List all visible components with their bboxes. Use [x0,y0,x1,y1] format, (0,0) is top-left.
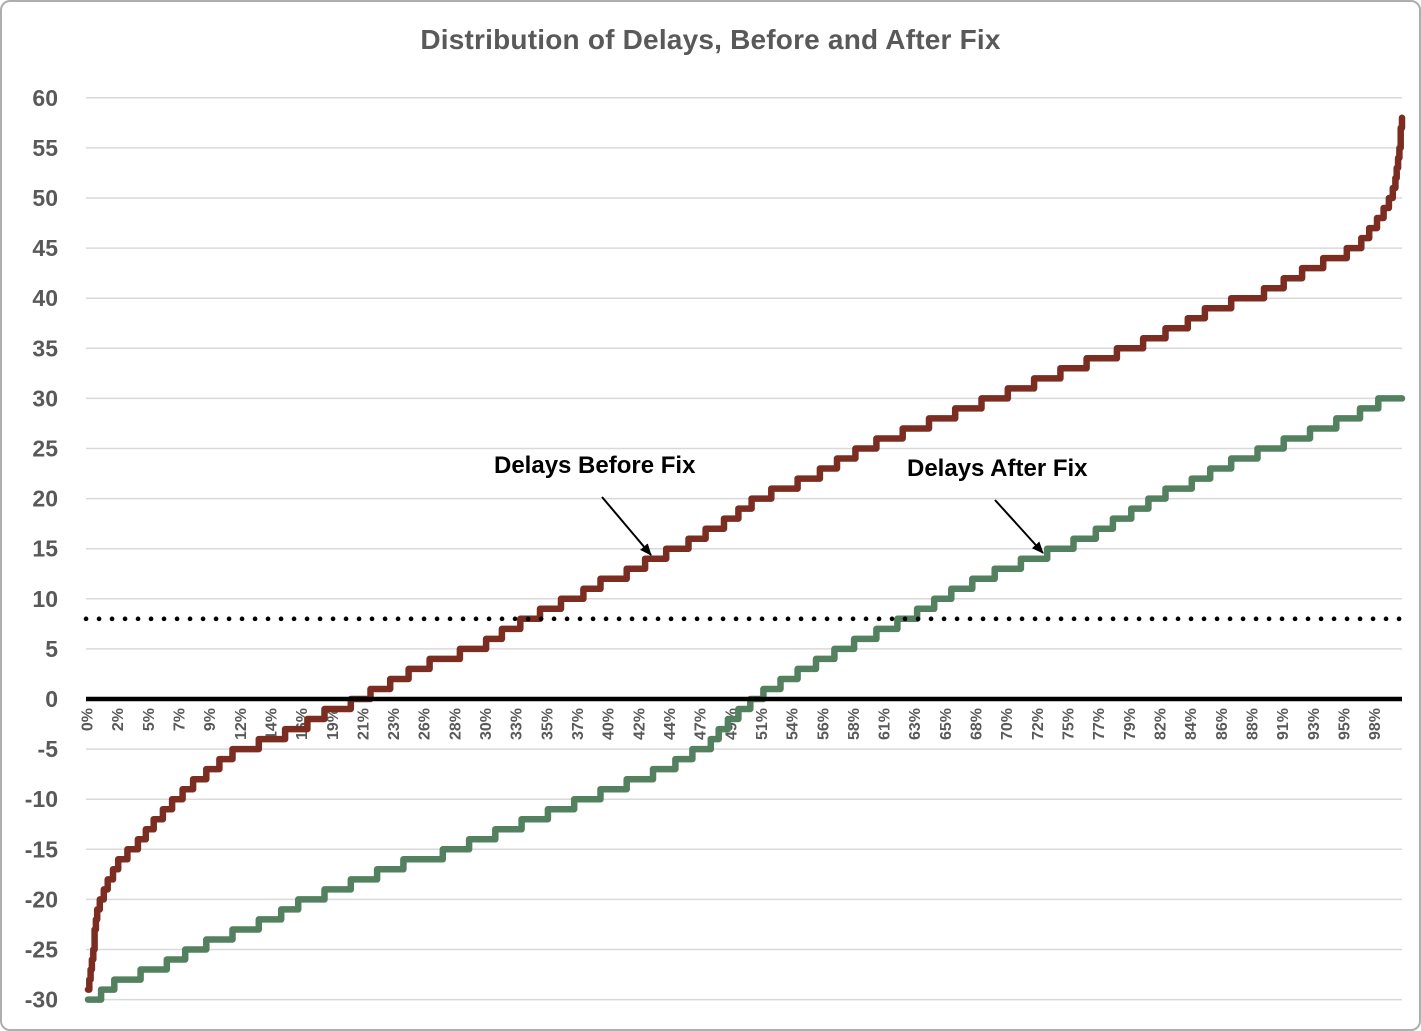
svg-text:26%: 26% [417,708,434,740]
svg-text:-25: -25 [25,937,58,963]
svg-text:56%: 56% [815,708,832,740]
svg-text:-10: -10 [25,786,58,812]
svg-text:12%: 12% [233,708,250,740]
svg-text:-5: -5 [38,736,59,762]
svg-text:25: 25 [32,436,58,462]
svg-text:84%: 84% [1183,708,1200,740]
svg-text:54%: 54% [785,708,802,740]
svg-text:0%: 0% [80,708,97,731]
svg-text:42%: 42% [631,708,648,740]
svg-text:19%: 19% [325,708,342,740]
svg-text:65%: 65% [938,708,955,740]
svg-text:61%: 61% [877,708,894,740]
svg-text:-30: -30 [25,987,58,1013]
svg-text:30: 30 [32,385,58,411]
svg-text:93%: 93% [1306,708,1323,740]
svg-text:7%: 7% [172,708,189,731]
svg-text:82%: 82% [1153,708,1170,740]
svg-text:20: 20 [32,486,58,512]
svg-text:23%: 23% [386,708,403,740]
svg-text:-20: -20 [25,886,58,912]
svg-text:45: 45 [32,235,58,261]
svg-text:50: 50 [32,185,58,211]
svg-text:10: 10 [32,586,58,612]
svg-text:77%: 77% [1091,708,1108,740]
svg-text:2%: 2% [110,708,127,731]
svg-text:0: 0 [45,686,58,712]
svg-text:35%: 35% [539,708,556,740]
svg-text:58%: 58% [846,708,863,740]
svg-text:44%: 44% [662,708,679,740]
svg-text:63%: 63% [907,708,924,740]
svg-text:86%: 86% [1214,708,1231,740]
svg-text:33%: 33% [509,708,526,740]
svg-text:75%: 75% [1061,708,1078,740]
svg-text:68%: 68% [969,708,986,740]
svg-text:21%: 21% [355,708,372,740]
svg-text:5: 5 [45,636,58,662]
annotation-before-fix-label: Delays Before Fix [494,452,696,479]
svg-text:14%: 14% [263,708,280,740]
svg-text:37%: 37% [570,708,587,740]
svg-text:98%: 98% [1367,708,1384,740]
annotation-after-fix-label: Delays After Fix [907,455,1088,482]
svg-text:91%: 91% [1275,708,1292,740]
svg-text:15: 15 [32,536,58,562]
chart-title: Distribution of Delays, Before and After… [420,24,1001,55]
svg-text:-15: -15 [25,836,58,862]
svg-text:40: 40 [32,285,58,311]
svg-text:5%: 5% [141,708,158,731]
svg-text:9%: 9% [202,708,219,731]
svg-text:70%: 70% [999,708,1016,740]
svg-text:95%: 95% [1336,708,1353,740]
svg-text:60: 60 [32,85,58,111]
svg-text:88%: 88% [1245,708,1262,740]
svg-text:72%: 72% [1030,708,1047,740]
svg-text:51%: 51% [754,708,771,740]
svg-text:40%: 40% [601,708,618,740]
svg-text:35: 35 [32,335,58,361]
svg-text:28%: 28% [447,708,464,740]
svg-text:55: 55 [32,135,58,161]
svg-text:79%: 79% [1122,708,1139,740]
svg-text:47%: 47% [693,708,710,740]
svg-text:30%: 30% [478,708,495,740]
